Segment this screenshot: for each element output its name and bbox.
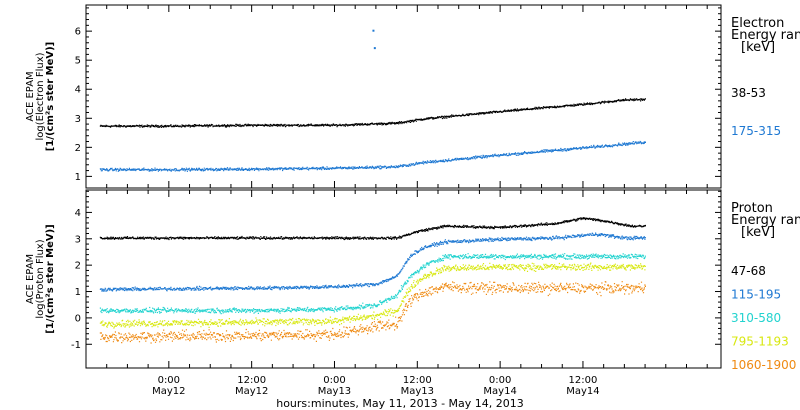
legend-title-line: Energy ran [731, 28, 800, 43]
legend-title-line: [keV] [741, 225, 775, 240]
legend-entry: 47-68 [731, 264, 766, 278]
electron-data [99, 29, 647, 172]
x-tick-label-date: May12 [235, 386, 268, 397]
y-label-line: [1/(cm²s ster MeV)] [45, 42, 56, 151]
y-label-line: ACE EPAM [25, 254, 36, 304]
legend-entry: 175-315 [731, 124, 781, 138]
electron-y-label: ACE EPAM log(Electron Flux) [1/(cm²s ster … [25, 42, 56, 151]
x-tick-label-time: 0:00 [489, 375, 511, 386]
legend-entry: 310-580 [731, 311, 781, 325]
x-tick-label-time: 12:00 [569, 375, 598, 386]
y-tick-label: 5 [75, 56, 81, 67]
y-tick-label: 3 [75, 114, 81, 125]
proton-data [99, 217, 647, 344]
x-tick-label-date: May13 [401, 386, 434, 397]
series-795-1193 [99, 262, 647, 329]
y-tick-label: 0 [75, 313, 81, 324]
x-tick-label-date: May14 [566, 386, 599, 397]
series-175-315 [99, 29, 647, 172]
legend-title-line: Proton [731, 201, 773, 216]
y-tick-label: 1 [75, 287, 81, 298]
outlier-point [372, 29, 375, 32]
y-tick-label: 2 [75, 143, 81, 154]
x-tick-label-time: 12:00 [237, 375, 266, 386]
proton-panel: -1 0 1 2 3 4 ACE EPAM log(Proton Flux) [1/(cm²s … [25, 189, 800, 372]
legend-title-line: Energy ran [731, 213, 800, 228]
x-tick-label-time: 12:00 [403, 375, 432, 386]
electron-plot-frame [85, 4, 722, 189]
legend-title-line: Electron [731, 16, 784, 31]
legend-entry: 38-53 [731, 86, 766, 100]
proton-y-label: ACE EPAM log(Proton Flux) [1/(cm²s ster Me… [25, 224, 56, 333]
outlier-point [373, 47, 376, 50]
x-axis: 0:00May1212:00May120:00May1312:00May130:… [85, 5, 708, 397]
y-tick-label: 2 [75, 261, 81, 272]
series-47-68 [99, 217, 647, 241]
y-tick-label: 6 [75, 27, 81, 38]
x-tick-label-time: 0:00 [158, 375, 180, 386]
y-label-line: log(Proton Flux) [35, 239, 46, 318]
legend-title-line: [keV] [741, 40, 775, 55]
y-tick-label: 1 [75, 172, 81, 183]
series-points-795-1193 [99, 262, 647, 329]
x-tick-label-date: May12 [152, 386, 185, 397]
y-label-line: [1/(cm²s ster MeV)] [45, 224, 56, 333]
x-tick-label-time: 0:00 [323, 375, 345, 386]
legend-entry: 1060-1900 [731, 358, 796, 372]
y-tick-label: -1 [71, 340, 81, 351]
x-tick-label-date: May14 [483, 386, 516, 397]
y-label-line: log(Electron Flux) [35, 52, 46, 140]
electron-panel: 1 2 3 4 5 6 ACE EPAM log(Electron Flux) [1/(cm²s… [25, 4, 800, 189]
y-tick-label: 3 [75, 234, 81, 245]
y-label-line: ACE EPAM [25, 71, 36, 121]
x-tick-label-date: May13 [318, 386, 351, 397]
legend-entry: 795-1193 [731, 335, 789, 349]
proton-plot-frame [85, 189, 722, 369]
series-points-47-68 [99, 217, 647, 241]
y-tick-label: 4 [75, 208, 81, 219]
legend-entry: 115-195 [731, 288, 781, 302]
x-axis-label: hours:minutes, May 11, 2013 - May 14, 20… [276, 397, 524, 410]
y-tick-label: 4 [75, 85, 81, 96]
